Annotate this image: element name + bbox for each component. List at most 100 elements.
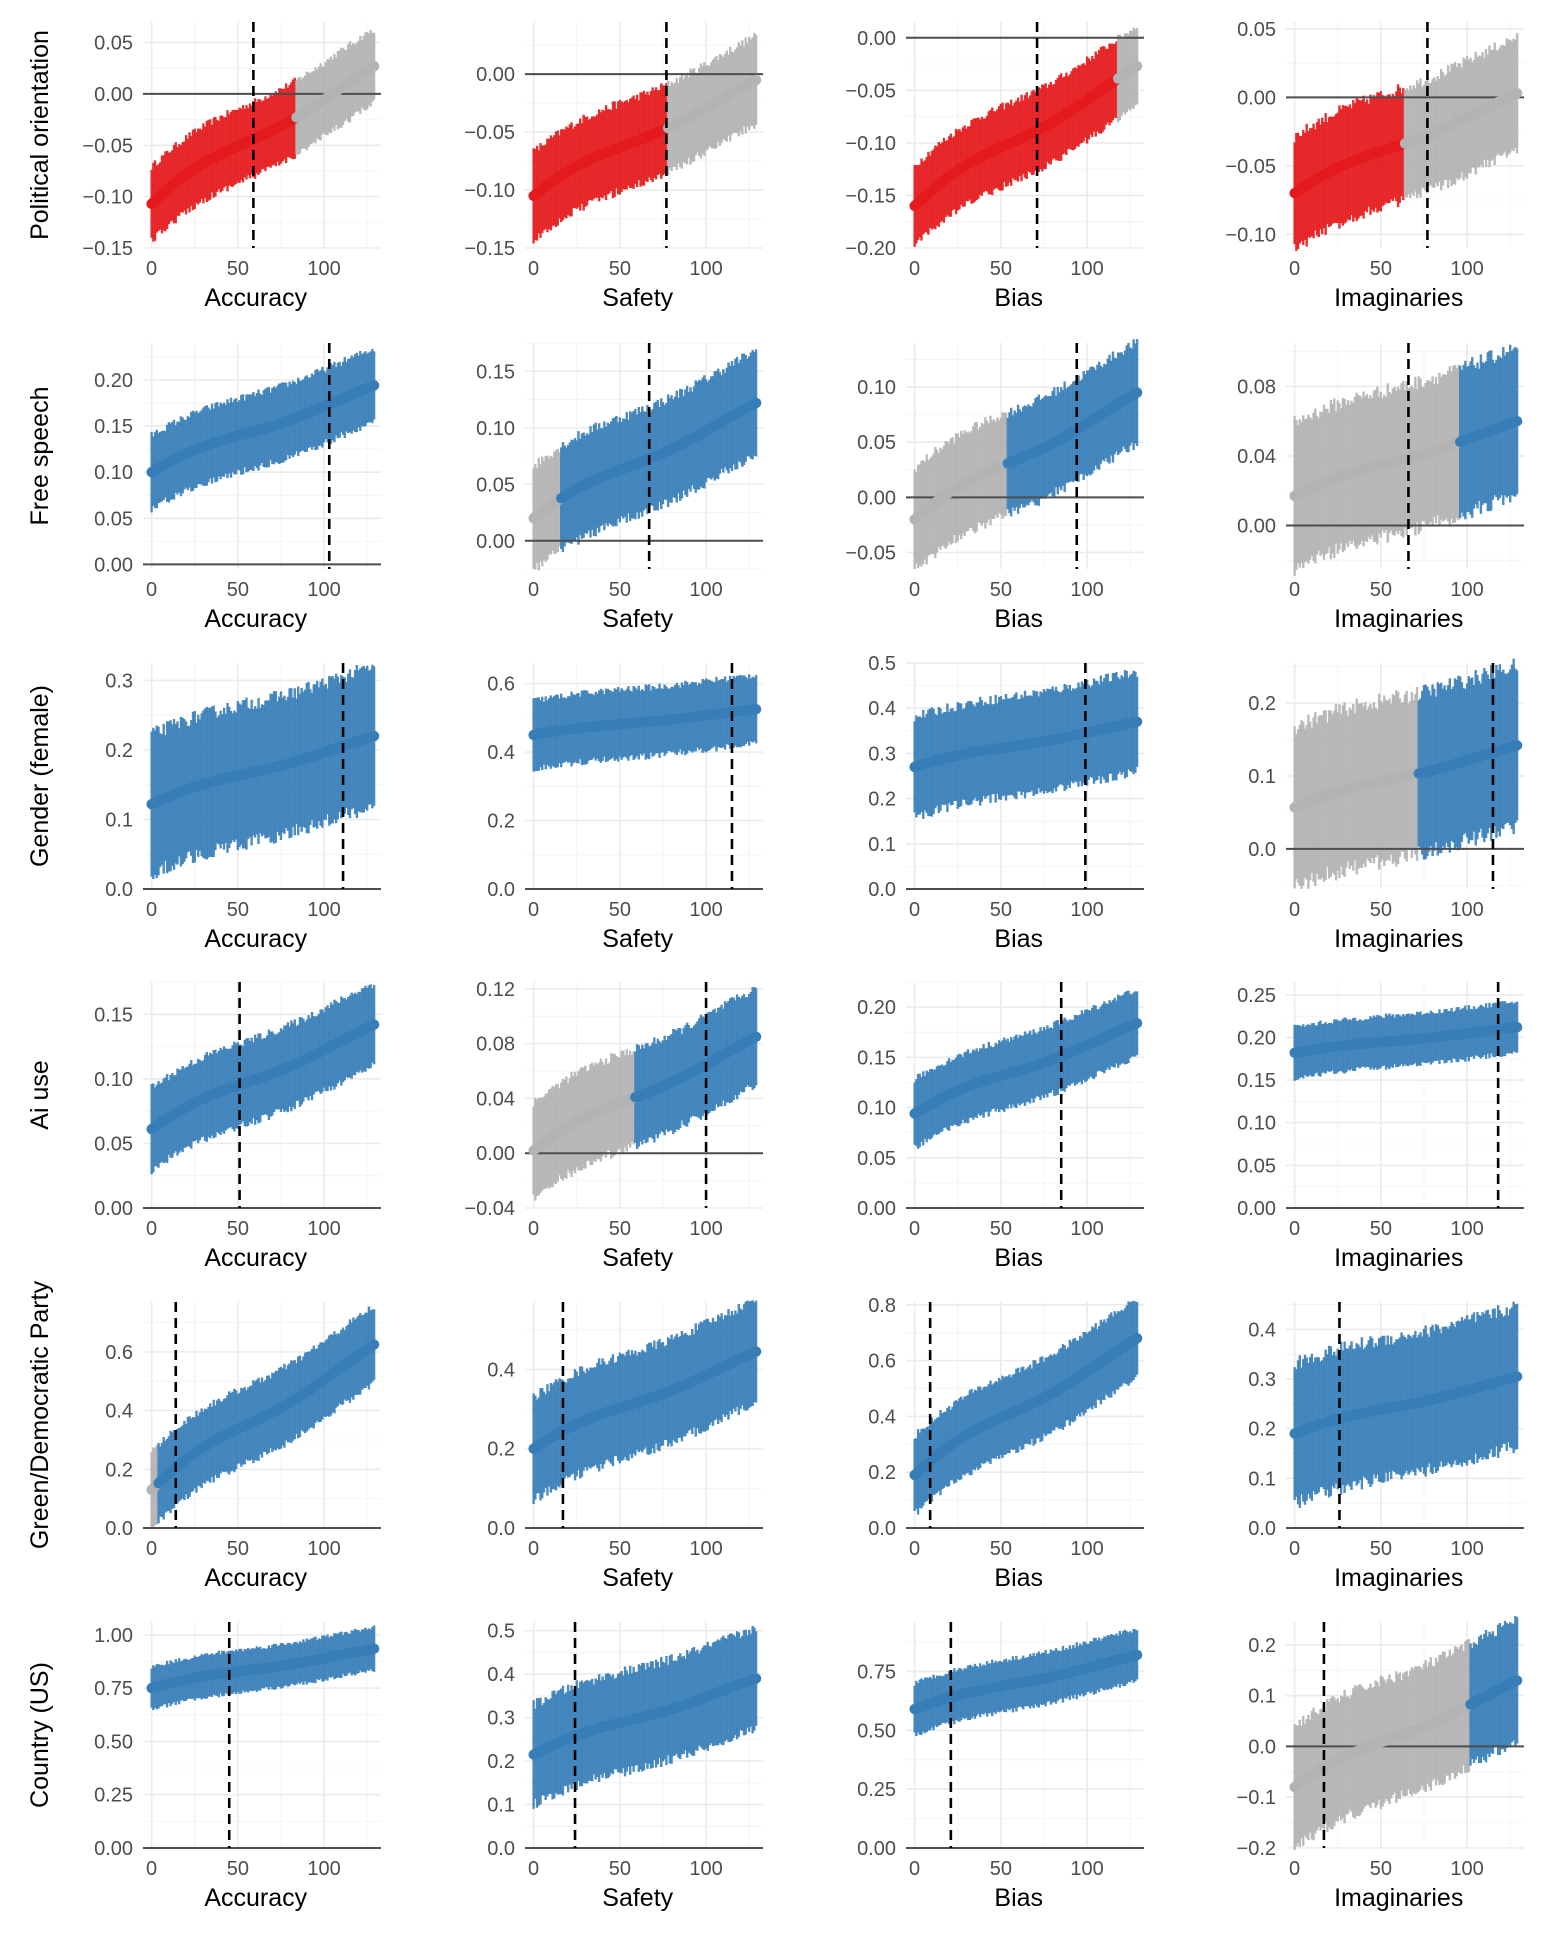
y-tick-label: −0.04 [464,1198,515,1220]
estimate-point [368,730,380,742]
y-tick-label: 0.1 [868,834,896,856]
x-axis-label: Safety [602,1244,673,1272]
y-tick-label: 0.15 [857,1047,896,1069]
y-tick-label: 0.10 [1237,1113,1276,1135]
x-axis-label: Accuracy [204,1244,307,1272]
y-tick-label: −0.10 [845,133,896,155]
x-axis-label: Safety [602,605,673,633]
x-axis-label: Safety [602,925,673,953]
x-tick-label: 50 [609,579,631,601]
y-tick-label: 0.2 [105,740,133,762]
y-tick-label: 0.25 [1237,985,1276,1007]
x-axis-label: Imaginaries [1334,284,1463,312]
x-tick-label: 0 [1289,899,1300,921]
y-tick-label: 0.20 [1237,1027,1276,1049]
estimate-point [1511,88,1523,99]
estimate-point [368,380,380,391]
y-tick-label: 0.05 [476,474,515,496]
x-tick-label: 0 [1289,579,1300,601]
panel-2-1: 0.0 0.2 0.4 0.6 0 50 100 Safety [487,663,763,953]
y-tick-label: 0.05 [94,1133,133,1155]
y-tick-label: 0.4 [487,742,515,764]
y-tick-label: 0.04 [1237,446,1276,468]
x-tick-label: 0 [909,899,920,921]
x-tick-label: 50 [990,579,1012,601]
estimate-point [368,60,380,72]
x-axis-label: Safety [602,284,673,312]
y-tick-label: 0.20 [94,370,133,392]
panel-3-3: 0.00 0.05 0.10 0.15 0.20 0.25 0 50 100 Imaginarie… [1237,982,1524,1272]
y-tick-label: 0.0 [1248,839,1276,861]
y-tick-label: 0.00 [1237,516,1276,538]
x-tick-label: 0 [909,258,920,280]
x-tick-label: 100 [307,1538,340,1560]
x-tick-label: 50 [609,1218,631,1240]
x-axis-label: Accuracy [204,284,307,312]
panel-1-2: −0.05 0.00 0.05 0.10 0 50 100 Bias [845,339,1144,633]
x-axis-label: Imaginaries [1334,605,1463,633]
y-tick-label: 0.10 [857,377,896,399]
y-tick-label: 0.00 [857,28,896,50]
x-axis-label: Accuracy [204,1564,307,1592]
x-tick-label: 50 [227,899,249,921]
y-tick-label: 0.08 [476,1034,515,1056]
x-tick-label: 0 [1289,1218,1300,1240]
x-tick-label: 0 [909,1218,920,1240]
y-tick-label: 0.20 [857,997,896,1019]
y-tick-label: 0.15 [94,1004,133,1026]
y-tick-label: 0.08 [1237,376,1276,398]
y-tick-label: 0.15 [1237,1070,1276,1092]
x-axis-label: Bias [994,1244,1043,1272]
y-tick-label: 0.00 [1237,87,1276,109]
y-tick-label: 0.2 [105,1459,133,1481]
y-tick-label: 0.00 [94,84,133,106]
y-tick-label: 0.12 [476,979,515,1001]
y-tick-label: 0.15 [476,361,515,383]
x-tick-label: 100 [689,899,722,921]
x-tick-label: 0 [528,899,539,921]
estimate-point [1511,740,1523,751]
y-tick-label: 0.00 [476,64,515,86]
y-tick-label: −0.15 [82,238,133,260]
y-tick-label: 0.15 [94,416,133,438]
panel-1-1: 0.00 0.05 0.10 0.15 0 50 100 Safety [476,342,763,633]
estimate-point [1131,1017,1143,1029]
panel-3-1: −0.04 0.00 0.04 0.08 0.12 0 50 100 Safety [464,979,763,1272]
x-tick-label: 0 [146,258,157,280]
x-tick-label: 50 [227,1538,249,1560]
y-tick-label: 0.4 [105,1401,133,1423]
y-tick-label: −0.05 [1225,156,1276,178]
y-tick-label: −0.20 [845,238,896,260]
y-tick-label: 0.00 [476,1143,515,1165]
x-tick-label: 100 [1450,899,1483,921]
y-tick-label: −0.10 [1225,224,1276,246]
x-tick-label: 50 [990,258,1012,280]
x-tick-label: 100 [689,1218,722,1240]
x-axis-label: Bias [994,925,1043,953]
y-tick-label: 0.3 [868,743,896,765]
x-tick-label: 50 [227,258,249,280]
y-tick-label: 0.2 [868,789,896,811]
row-label: Free speech [26,387,54,526]
x-tick-label: 50 [990,1218,1012,1240]
y-tick-label: −0.15 [845,185,896,207]
x-tick-label: 50 [1370,1218,1392,1240]
y-tick-label: −0.05 [845,80,896,102]
x-tick-label: 50 [609,899,631,921]
row-label: Ai use [26,1060,54,1129]
x-tick-label: 100 [689,258,722,280]
y-tick-label: −0.05 [464,122,515,144]
estimate-point [368,1339,380,1350]
estimate-point [1131,60,1143,72]
y-tick-label: 0.10 [94,462,133,484]
x-tick-label: 50 [990,899,1012,921]
y-tick-label: 0.05 [94,33,133,55]
y-tick-label: 0.00 [857,1198,896,1220]
estimate-point [1131,387,1143,398]
x-tick-label: 50 [1370,258,1392,280]
x-tick-label: 100 [307,899,340,921]
